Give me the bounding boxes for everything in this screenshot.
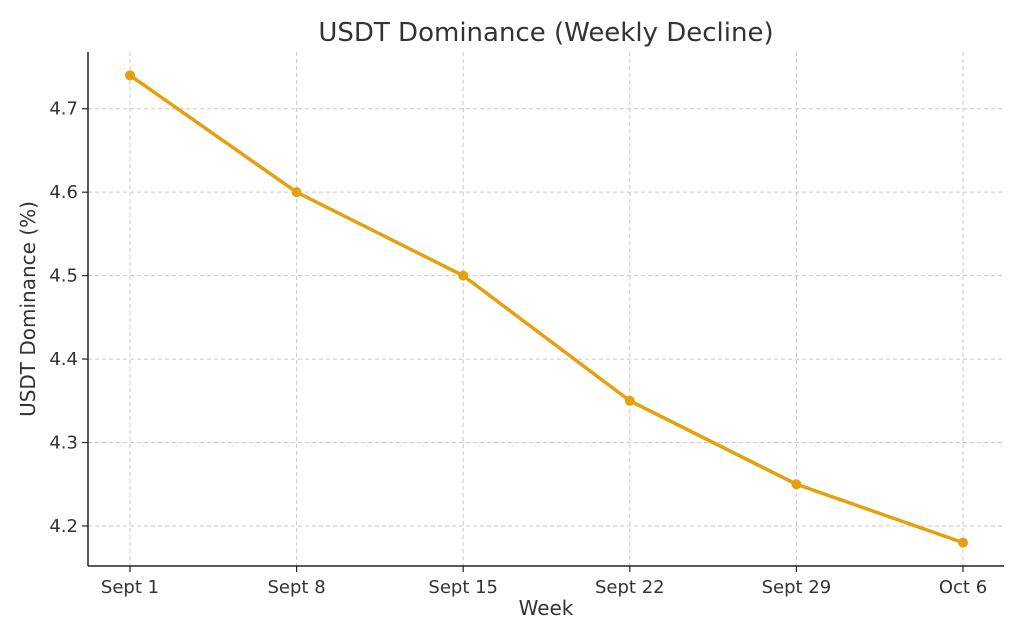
x-tick-label: Sept 29 bbox=[762, 577, 832, 598]
y-tick-label: 4.3 bbox=[49, 433, 78, 454]
x-tick-label: Sept 1 bbox=[101, 577, 159, 598]
y-tick-label: 4.7 bbox=[49, 99, 78, 120]
data-point bbox=[458, 270, 469, 281]
data-point bbox=[958, 537, 968, 548]
data-point bbox=[791, 479, 802, 490]
series-group bbox=[125, 70, 968, 548]
chart-title: USDT Dominance (Weekly Decline) bbox=[318, 18, 773, 48]
data-point bbox=[624, 395, 635, 406]
data-point bbox=[125, 70, 135, 81]
x-axis-label: Week bbox=[519, 596, 574, 620]
y-tick-label: 4.5 bbox=[49, 266, 78, 287]
grid bbox=[88, 52, 1004, 566]
x-tick-label: Sept 8 bbox=[268, 577, 326, 598]
y-ticks: 4.2 4.3 4.4 4.5 4.6 4.7 bbox=[49, 99, 88, 537]
x-tick-label: Sept 15 bbox=[428, 577, 498, 598]
y-tick-label: 4.2 bbox=[49, 516, 78, 537]
y-tick-label: 4.4 bbox=[49, 349, 78, 370]
x-ticks: Sept 1 Sept 8 Sept 15 Sept 22 Sept 29 Oct 6 bbox=[101, 566, 987, 598]
series-line bbox=[128, 73, 965, 545]
x-tick-label: Oct 6 bbox=[939, 577, 987, 598]
y-tick-label: 4.6 bbox=[49, 182, 78, 203]
y-axis-label: USDT Dominance (%) bbox=[16, 201, 40, 417]
x-tick-label: Sept 22 bbox=[595, 577, 665, 598]
data-point bbox=[291, 187, 302, 198]
axes bbox=[87, 52, 1004, 567]
